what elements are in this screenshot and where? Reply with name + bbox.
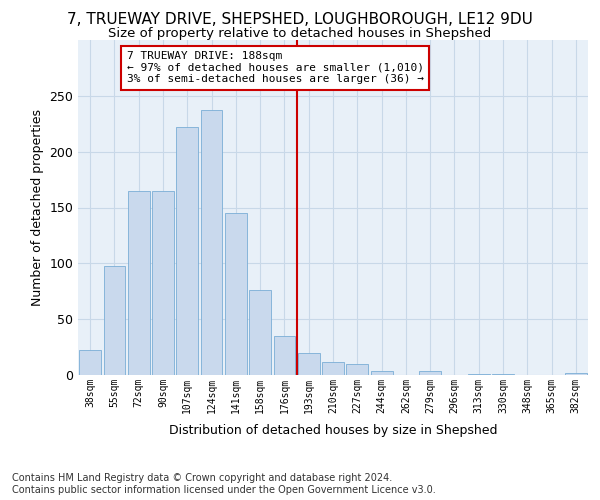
Bar — [104, 266, 125, 375]
Bar — [492, 374, 514, 375]
Bar — [419, 370, 441, 375]
Text: 7, TRUEWAY DRIVE, SHEPSHED, LOUGHBOROUGH, LE12 9DU: 7, TRUEWAY DRIVE, SHEPSHED, LOUGHBOROUGH… — [67, 12, 533, 28]
X-axis label: Distribution of detached houses by size in Shepshed: Distribution of detached houses by size … — [169, 424, 497, 437]
Text: Contains HM Land Registry data © Crown copyright and database right 2024.
Contai: Contains HM Land Registry data © Crown c… — [12, 474, 436, 495]
Bar — [128, 190, 149, 375]
Bar — [152, 190, 174, 375]
Text: 7 TRUEWAY DRIVE: 188sqm
← 97% of detached houses are smaller (1,010)
3% of semi-: 7 TRUEWAY DRIVE: 188sqm ← 97% of detache… — [127, 51, 424, 84]
Bar — [225, 213, 247, 375]
Bar — [346, 364, 368, 375]
Bar — [249, 290, 271, 375]
Text: Size of property relative to detached houses in Shepshed: Size of property relative to detached ho… — [109, 28, 491, 40]
Y-axis label: Number of detached properties: Number of detached properties — [31, 109, 44, 306]
Bar — [322, 362, 344, 375]
Bar — [371, 370, 392, 375]
Bar — [565, 373, 587, 375]
Bar — [468, 374, 490, 375]
Bar — [176, 127, 198, 375]
Bar — [274, 336, 295, 375]
Bar — [298, 352, 320, 375]
Bar — [200, 110, 223, 375]
Bar — [79, 350, 101, 375]
